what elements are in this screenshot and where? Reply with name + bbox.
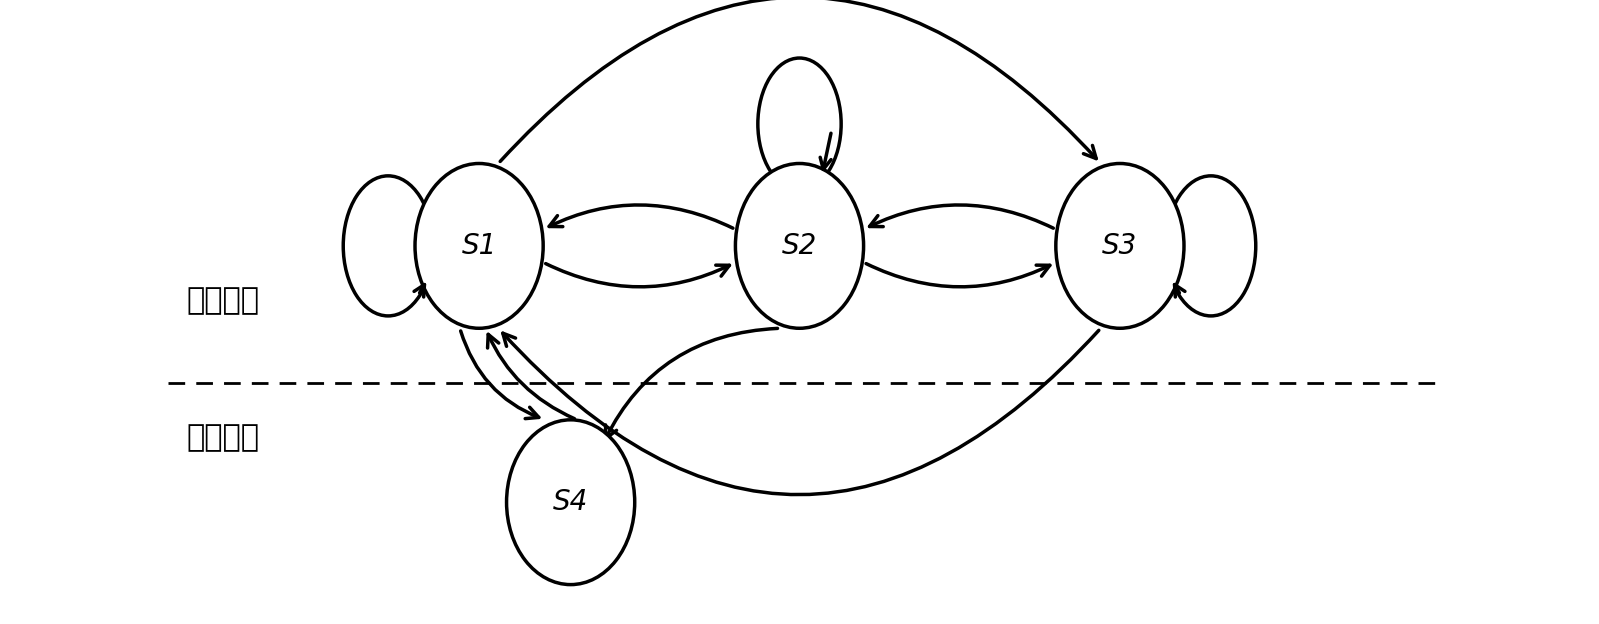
Ellipse shape	[416, 163, 544, 328]
Text: S4: S4	[553, 488, 588, 516]
Text: S3: S3	[1102, 232, 1137, 260]
Ellipse shape	[758, 58, 841, 190]
Ellipse shape	[1166, 176, 1255, 316]
Text: 宽带状态: 宽带状态	[185, 424, 259, 452]
Text: S2: S2	[782, 232, 817, 260]
Ellipse shape	[344, 176, 433, 316]
Ellipse shape	[1055, 163, 1183, 328]
Text: S1: S1	[462, 232, 497, 260]
Text: 窄带状态: 窄带状态	[185, 286, 259, 315]
Ellipse shape	[507, 420, 635, 585]
Ellipse shape	[736, 163, 863, 328]
